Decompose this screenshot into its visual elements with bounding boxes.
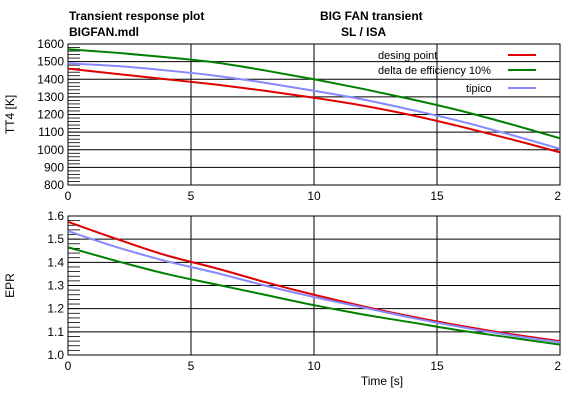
- x-axis-label: Time [s]: [361, 374, 403, 388]
- x-tick-label: 10: [307, 189, 321, 203]
- series-line-2: [67, 246, 561, 346]
- x-tick-label: 2: [554, 189, 561, 203]
- series-line-3: [67, 230, 561, 344]
- x-tick-label: 0: [65, 359, 72, 373]
- x-tick-label: 5: [188, 359, 195, 373]
- y-tick-label: 1400: [37, 72, 64, 86]
- y-tick-label: 1.4: [47, 255, 64, 269]
- series-line-1: [67, 67, 561, 154]
- series-line-3: [67, 62, 561, 150]
- y-tick-label: 1.3: [47, 279, 64, 293]
- y-tick-label: 1.5: [47, 232, 64, 246]
- legend-label-3: tipico: [466, 83, 492, 95]
- panel-1: 800 900 1000 1100 1200 1300 1400 1500 1600 0 5 10 15…: [3, 37, 561, 203]
- legend-label-1: desing point: [378, 50, 437, 62]
- legend-label-2: delta de efficiency 10%: [378, 65, 491, 77]
- x-tick-label: 5: [188, 189, 195, 203]
- y-tick-label: 1.6: [47, 209, 64, 223]
- y-tick-label: 1600: [37, 37, 64, 51]
- plot-heading-center-1: BIG FAN transient: [320, 9, 423, 23]
- x-tick-label: 0: [65, 189, 72, 203]
- y-tick-label: 800: [44, 178, 64, 192]
- y-tick-label: 900: [44, 160, 64, 174]
- y-tick-label: 1200: [37, 108, 64, 122]
- x-tick-label: 15: [430, 359, 444, 373]
- x-tick-label: 15: [430, 189, 444, 203]
- panel-2: 1.0 1.1 1.2 1.3 1.4 1.5 1.6 0 5 10 15 2 EPR Time [s]: [3, 209, 561, 388]
- y-tick-label: 1.2: [47, 302, 64, 316]
- plot-heading-center-2: SL / ISA: [341, 25, 387, 39]
- y-tick-label: 1500: [37, 55, 64, 69]
- y-tick-label: 1100: [38, 125, 64, 139]
- x-tick-label: 2: [554, 359, 561, 373]
- x-tick-label: 10: [307, 359, 321, 373]
- plot-heading-left-2: BIGFAN.mdl: [69, 25, 140, 39]
- y-tick-label: 1300: [37, 90, 64, 104]
- plot-heading-left-1: Transient response plot: [69, 9, 205, 23]
- y-axis-label: EPR: [3, 273, 17, 298]
- y-tick-label: 1.1: [47, 325, 64, 339]
- y-tick-label: 1000: [37, 143, 64, 157]
- y-axis-label: TT4 [K]: [3, 95, 17, 134]
- legend: desing point delta de efficiency 10% tipic…: [378, 50, 536, 95]
- y-tick-label: 1.0: [47, 348, 64, 362]
- series-line-1: [67, 220, 561, 343]
- series-line-2: [67, 48, 561, 140]
